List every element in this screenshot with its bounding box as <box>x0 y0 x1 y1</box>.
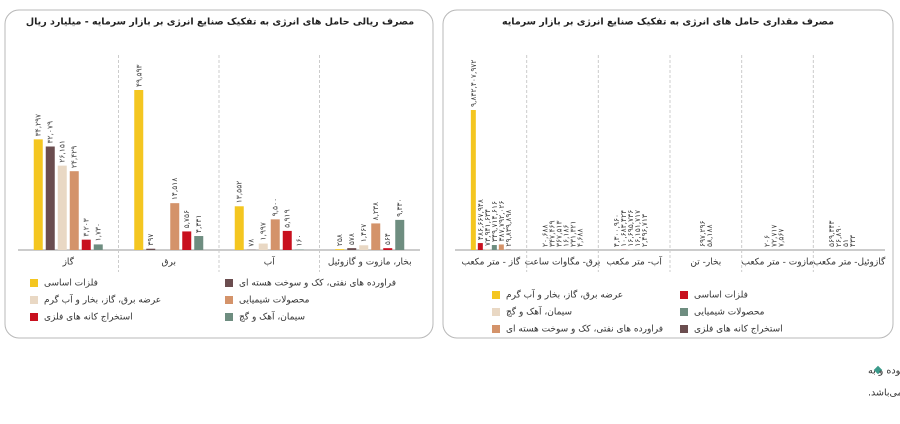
x-tick-label: گاز - متر مکعب <box>461 256 520 268</box>
data-label: ۹,۸۳۲,۴۰۷,۹۷۲ <box>469 60 478 107</box>
data-label: ۲۹,۸۳۹,۸۹۸ <box>504 210 513 247</box>
legend-swatch <box>30 279 38 287</box>
x-tick-label: مازوت - متر مکعب <box>741 258 813 268</box>
note-line: همین دلیل سهم ریالی انرژی مصرفی این صنعت… <box>868 387 900 399</box>
x-tick-label: آب- متر مکعب <box>606 256 662 268</box>
data-label: ۵۶۴ <box>383 233 392 245</box>
data-label: ۴,۳۳۱ <box>194 215 203 234</box>
bar <box>170 203 179 250</box>
bar <box>134 90 143 250</box>
data-label: ۵,۹۱۹ <box>283 209 292 228</box>
note-line: بیشترین سهم از مصرف مقداری انرژی گاز به … <box>868 364 900 377</box>
legend-label: محصولات شیمیایی <box>239 296 310 306</box>
bar <box>383 248 392 250</box>
data-label: ۳,۲۰۳ <box>82 218 91 237</box>
bar <box>182 231 191 250</box>
bar <box>146 249 155 250</box>
legend-label: فراورده های نفتی، کک و سوخت هسته ای <box>506 325 663 335</box>
bar <box>283 231 292 250</box>
data-label: ۲۶,۱۵۱ <box>58 140 67 163</box>
data-label: ۳۲,۰۷۹ <box>46 121 55 144</box>
x-tick-label: گازوئیل- متر مکعب <box>813 256 886 268</box>
legend-swatch <box>225 279 233 287</box>
data-label: ۴۹,۵۹۳ <box>134 64 143 87</box>
bar <box>70 171 79 250</box>
data-label: ۲۵۸ <box>335 234 344 246</box>
legend-label: فلزات اساسی <box>44 279 98 289</box>
data-label: ۹,۳۳۰ <box>395 198 404 217</box>
legend-swatch <box>492 308 500 316</box>
bar <box>371 223 380 250</box>
chart-title: مصرف ریالی حامل های انرژی به تفکیک صنایع… <box>26 17 414 28</box>
legend-label: محصولات شیمیایی <box>694 308 765 318</box>
legend-label: عرضه برق، گاز، بخار و آب گرم <box>506 289 623 301</box>
legend-swatch <box>680 325 688 333</box>
panel <box>5 10 433 338</box>
data-label: ۱,۴۶۷ <box>359 224 368 243</box>
x-tick-label: برق <box>162 258 176 268</box>
data-label: ۷,۵۶۷ <box>777 228 786 247</box>
legend-swatch <box>492 325 500 333</box>
bar <box>492 245 497 250</box>
data-label: ۹,۵۰۰ <box>271 198 280 217</box>
x-tick-label: آب <box>264 256 275 268</box>
data-label: ۱,۹۹۷ <box>259 222 268 241</box>
bar <box>485 249 490 250</box>
data-label: ۵۸,۱۸۸ <box>705 224 714 247</box>
bar <box>194 236 203 250</box>
bar <box>94 244 103 250</box>
bar <box>359 245 368 250</box>
legend-label: سیمان، آهک و گچ <box>239 311 305 323</box>
x-tick-label: برق- مگاوات ساعت <box>525 256 601 268</box>
bar <box>295 249 304 250</box>
legend-label: استخراج کانه های فلزی <box>694 325 783 335</box>
x-tick-label: بخار، مازوت و گازوئیل <box>328 256 412 268</box>
legend-swatch <box>225 313 233 321</box>
legend-label: فراورده های نفتی، کک و سوخت هسته ای <box>239 279 396 289</box>
bar <box>259 244 268 250</box>
x-tick-label: بخار- تن <box>690 258 721 268</box>
data-label: ۷۸ <box>247 239 256 247</box>
data-label: ۵۷۸ <box>347 233 356 245</box>
legend-label: فلزات اساسی <box>694 291 748 301</box>
bar <box>335 249 344 250</box>
panel <box>443 10 893 338</box>
data-label: ۱۶۰ <box>295 234 304 246</box>
chart-title: مصرف مقداری حامل های انرژی به تفکیک صنای… <box>502 17 834 28</box>
data-label: ۱۳,۵۵۲ <box>235 181 244 204</box>
bar <box>235 206 244 250</box>
legend-swatch <box>30 296 38 304</box>
legend-label: عرضه برق، گاز، بخار و آب گرم <box>44 294 161 306</box>
legend-label: سیمان، آهک و گچ <box>506 306 572 318</box>
legend-swatch <box>680 291 688 299</box>
legend-swatch <box>680 308 688 316</box>
legend-swatch <box>30 313 38 321</box>
x-tick-label: گاز <box>62 256 75 268</box>
data-label: ۱,۷۳۰ <box>94 223 103 242</box>
bar <box>271 219 280 250</box>
bar <box>58 166 67 250</box>
data-label: ۴۳۳ <box>848 235 857 247</box>
bar <box>34 139 43 250</box>
legend-swatch <box>492 291 500 299</box>
data-label: ۸,۲۳۸ <box>371 202 380 221</box>
legend-label: استخراج کانه های فلزی <box>44 313 133 323</box>
bar <box>82 240 91 250</box>
data-label: ۲,۴۹۶,۷۱۳ <box>640 214 649 247</box>
data-label: ۳۹۷ <box>146 234 155 246</box>
data-label: ۴,۶۸۸ <box>576 228 585 247</box>
data-label: ۲۴,۴۲۹ <box>70 146 79 169</box>
bar <box>395 220 404 250</box>
data-label: ۱۴,۵۱۸ <box>170 178 179 201</box>
bar <box>347 248 356 250</box>
legend-swatch <box>225 296 233 304</box>
bar <box>46 147 55 250</box>
data-label: ۵,۷۵۶ <box>182 210 191 229</box>
data-label: ۳۴,۲۹۷ <box>34 114 43 137</box>
